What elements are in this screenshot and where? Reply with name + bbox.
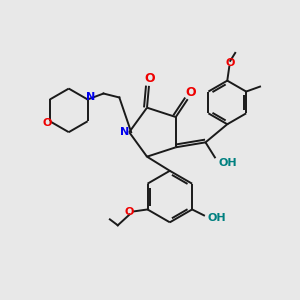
Text: O: O <box>125 207 134 218</box>
Text: OH: OH <box>208 213 226 224</box>
Text: O: O <box>185 86 196 99</box>
Text: O: O <box>145 72 155 86</box>
Text: O: O <box>42 118 52 128</box>
Text: N: N <box>86 92 95 103</box>
Text: OH: OH <box>218 158 237 168</box>
Text: N: N <box>120 127 129 137</box>
Text: O: O <box>226 58 235 68</box>
